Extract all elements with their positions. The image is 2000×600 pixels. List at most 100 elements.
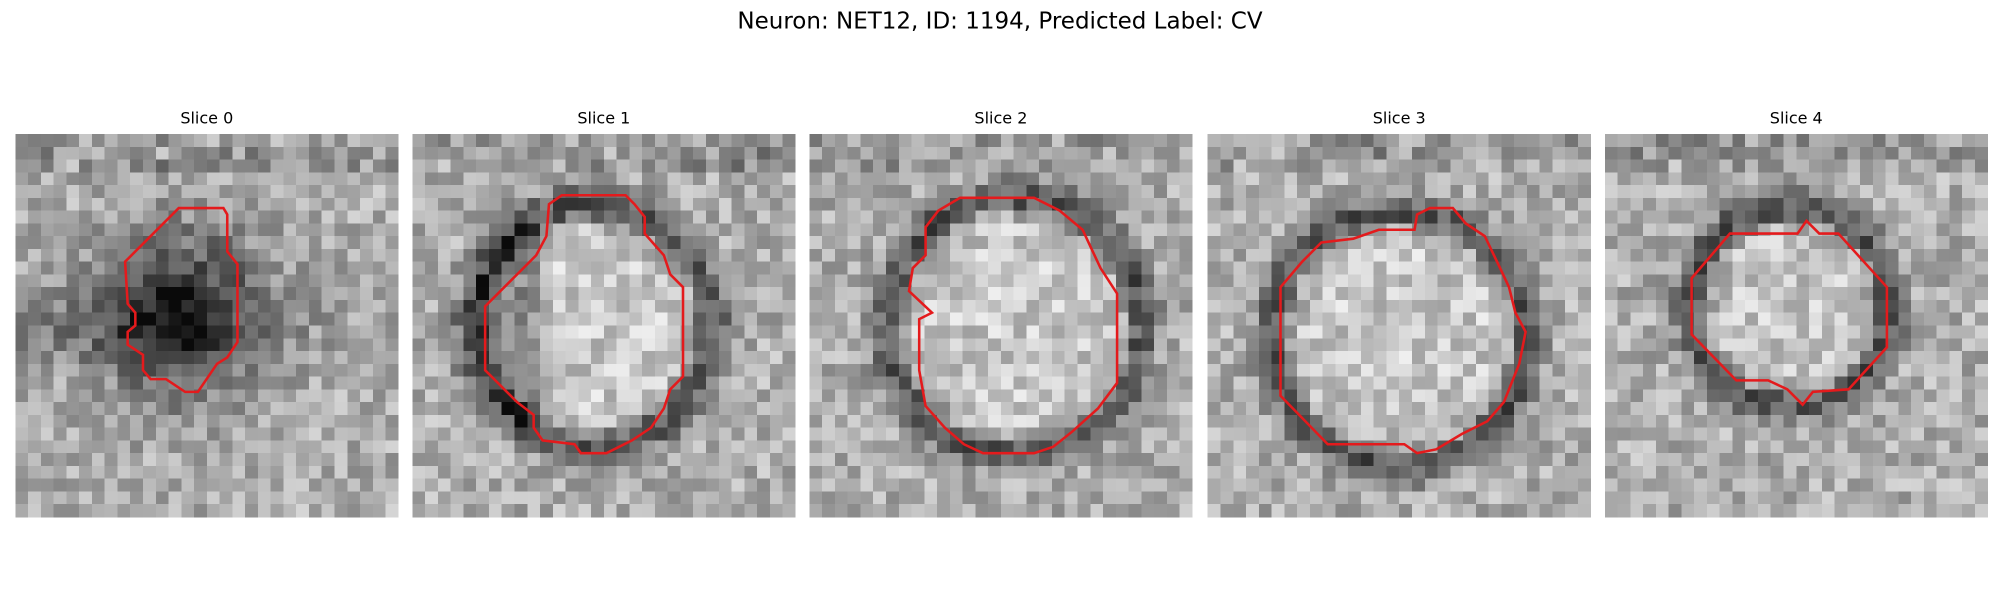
pixel xyxy=(1039,491,1053,505)
pixel xyxy=(1630,351,1644,365)
pixel xyxy=(527,172,541,186)
pixel xyxy=(680,197,694,211)
pixel xyxy=(385,185,399,199)
pixel xyxy=(949,172,963,186)
pixel xyxy=(1770,248,1784,262)
pixel xyxy=(308,414,322,428)
pixel xyxy=(360,491,374,505)
pixel xyxy=(1757,312,1771,326)
pixel xyxy=(232,236,246,250)
pixel xyxy=(873,440,887,454)
pixel xyxy=(1373,134,1387,148)
pixel xyxy=(1246,504,1260,518)
pixel xyxy=(1463,261,1477,275)
pixel xyxy=(308,491,322,505)
pixel xyxy=(194,274,208,288)
pixel xyxy=(219,402,233,416)
pixel xyxy=(1911,185,1925,199)
pixel xyxy=(1000,376,1014,390)
pixel xyxy=(731,491,745,505)
pixel xyxy=(1719,453,1733,467)
pixel xyxy=(206,248,220,262)
pixel xyxy=(1526,363,1540,377)
pixel xyxy=(1643,338,1657,352)
pixel xyxy=(1026,504,1040,518)
pixel xyxy=(1399,465,1413,479)
pixel xyxy=(219,159,233,173)
pixel xyxy=(463,197,477,211)
pixel xyxy=(911,504,925,518)
pixel xyxy=(1565,134,1579,148)
pixel xyxy=(194,312,208,326)
pixel xyxy=(1411,376,1426,390)
contour xyxy=(907,196,1119,455)
pixel xyxy=(412,363,426,377)
pixel xyxy=(270,376,284,390)
pixel xyxy=(1115,478,1129,492)
pixel xyxy=(1783,274,1797,288)
pixel xyxy=(834,185,848,199)
pixel xyxy=(1128,159,1142,173)
pixel xyxy=(654,325,668,339)
pixel xyxy=(578,389,592,403)
pixel xyxy=(540,172,554,186)
pixel xyxy=(911,197,925,211)
pixel xyxy=(385,274,399,288)
pixel xyxy=(1335,210,1349,224)
pixel xyxy=(270,351,284,365)
pixel xyxy=(886,146,900,160)
pixel xyxy=(1246,491,1260,505)
pixel xyxy=(1694,210,1708,224)
pixel xyxy=(1166,440,1180,454)
pixel xyxy=(1732,248,1746,262)
pixel xyxy=(1271,325,1285,339)
pixel xyxy=(962,312,976,326)
pixel xyxy=(1821,146,1835,160)
pixel xyxy=(385,146,399,160)
pixel xyxy=(1604,427,1618,441)
pixel xyxy=(1681,134,1695,148)
pixel xyxy=(1526,248,1540,262)
pixel xyxy=(270,274,284,288)
pixel xyxy=(1604,274,1618,288)
pixel xyxy=(1617,376,1631,390)
pixel xyxy=(1488,287,1502,301)
pixel xyxy=(1437,261,1451,275)
pixel xyxy=(283,325,297,339)
pixel xyxy=(565,146,579,160)
pixel xyxy=(155,312,169,326)
figure-title: Neuron: NET12, ID: 1194, Predicted Label… xyxy=(737,9,1262,35)
pixel xyxy=(1872,414,1886,428)
pixel xyxy=(1154,287,1168,301)
pixel xyxy=(1923,427,1937,441)
pixel xyxy=(1013,299,1027,313)
pixel xyxy=(1373,338,1387,352)
pixel xyxy=(603,261,617,275)
pixel xyxy=(1475,261,1489,275)
pixel xyxy=(1128,440,1142,454)
pixel xyxy=(705,325,720,339)
pixel xyxy=(822,338,836,352)
pixel xyxy=(1885,287,1899,301)
pixel xyxy=(1360,427,1374,441)
pixel xyxy=(731,338,745,352)
pixel xyxy=(91,159,105,173)
pixel xyxy=(40,376,54,390)
pixel xyxy=(847,248,861,262)
pixel xyxy=(1051,236,1065,250)
pixel xyxy=(66,389,80,403)
pixel xyxy=(1821,351,1835,365)
pixel xyxy=(744,185,758,199)
pixel xyxy=(616,504,630,518)
pixel xyxy=(1077,402,1091,416)
pixel xyxy=(834,338,848,352)
pixel xyxy=(1154,210,1168,224)
pixel xyxy=(514,427,528,441)
pixel xyxy=(1051,427,1065,441)
pixel xyxy=(104,236,118,250)
pixel xyxy=(1051,351,1065,365)
pixel xyxy=(1386,312,1400,326)
pixel xyxy=(782,351,796,365)
pixel xyxy=(360,159,374,173)
pixel xyxy=(53,504,67,518)
